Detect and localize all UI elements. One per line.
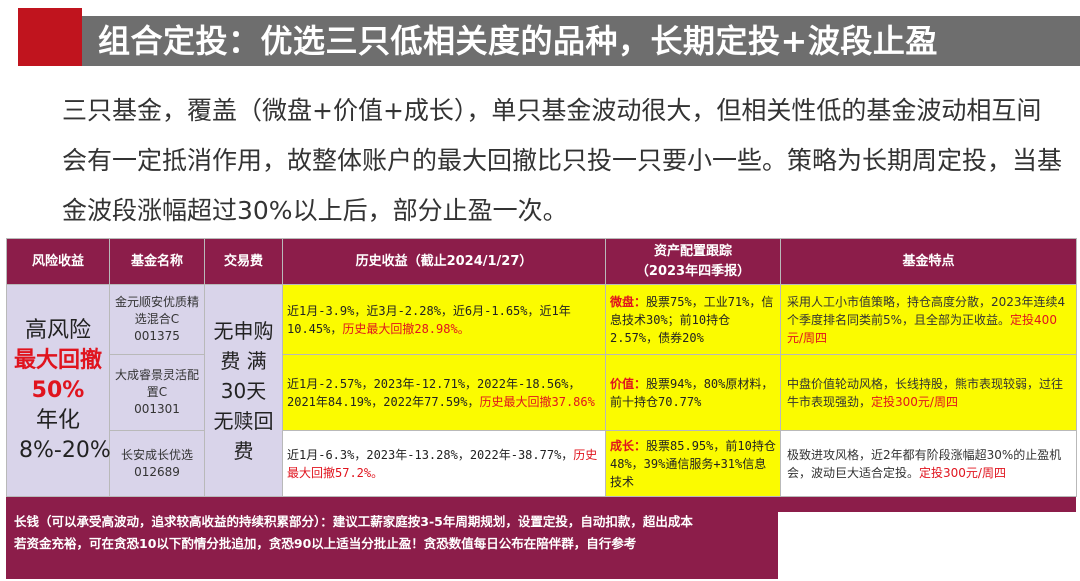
- fund-name-cell: 长安成长优选 012689: [109, 430, 205, 497]
- fee-text: 无申购费 满30天无赎回费: [213, 318, 274, 463]
- allocation-text: 股票75%，工业71%，信息技术30%；前10持仓2.57%，债券20%: [610, 294, 774, 345]
- title-band: [82, 16, 1080, 66]
- history-drawdown: 历史最大回撤57.2%。: [287, 447, 598, 480]
- history-text: 近1月-2.57%，2023年-12.71%，2022年-18.56%，2021…: [287, 376, 581, 409]
- fund-code: 001375: [134, 329, 180, 343]
- feature-cell: 中盘价值轮动风格，长线持股，熊市表现较弱，过往牛市表现强劲，定投300元/周四: [780, 354, 1077, 431]
- page-title: 组合定投：优选三只低相关度的品种，长期定投+波段止盈: [98, 22, 938, 60]
- feature-plan: 定投300元/周四: [919, 465, 1006, 480]
- fund-name: 长安成长优选: [120, 447, 193, 462]
- history-text: 近1月-6.3%，2023年-13.28%，2022年-38.77%，: [287, 447, 574, 462]
- history-text: 近1月-3.9%，近3月-2.28%，近6月-1.65%，近1年10.45%，: [287, 303, 571, 336]
- feature-text: 采用人工小市值策略，持仓高度分散，2023年连续4个季度排名同类前5%，且全部为…: [787, 294, 1066, 327]
- risk-annual-label: 年化: [35, 407, 80, 433]
- header-allocation-line2: （2023年四季报）: [635, 263, 751, 279]
- history-drawdown: 历史最大回撤28.98%。: [342, 321, 470, 336]
- allocation-key: 微盘：: [610, 294, 647, 309]
- table-header-row: 风险收益 基金名称 交易费 历史收益（截止2024/1/27） 资产配置跟踪 （…: [6, 238, 1077, 285]
- table-row: 大成睿景灵活配置C 001301 近1月-2.57%，2023年-12.71%，…: [7, 354, 1077, 431]
- allocation-key: 成长：: [610, 438, 647, 453]
- footer-cover-patch: [778, 512, 1080, 581]
- header-feature: 基金特点: [780, 238, 1077, 285]
- allocation-text: 股票94%，80%原材料，前十持仓70.77%: [610, 376, 774, 409]
- risk-drawdown: 最大回撤50%: [13, 347, 102, 403]
- header-allocation: 资产配置跟踪 （2023年四季报）: [605, 238, 781, 285]
- header-fund-name: 基金名称: [109, 238, 205, 285]
- header-risk: 风险收益: [6, 238, 110, 285]
- footer-line-2: 若资金充裕，可在贪恐10以下酌情分批追加，贪恐90以上适当分批止盈！贪恐数值每日…: [14, 536, 637, 551]
- fund-name-cell: 金元顺安优质精选混合C 001375: [109, 284, 205, 355]
- header-history: 历史收益（截止2024/1/27）: [282, 238, 606, 285]
- feature-text: 极致进攻风格，近2年都有阶段涨幅超30%的止盈机会，波动巨大适合定投。: [787, 447, 1062, 480]
- fund-name-cell: 大成睿景灵活配置C 001301: [109, 354, 205, 431]
- allocation-cell: 微盘：股票75%，工业71%，信息技术30%；前10持仓2.57%，债券20%: [605, 284, 781, 355]
- fee-cell: 无申购费 满30天无赎回费: [204, 284, 283, 497]
- table-row: 长安成长优选 012689 近1月-6.3%，2023年-13.28%，2022…: [7, 430, 1077, 497]
- table-row: 高风险 最大回撤50% 年化 8%-20% 金元顺安优质精选混合C 001375…: [6, 284, 1077, 497]
- header-fee: 交易费: [204, 238, 283, 285]
- feature-plan: 定投300元/周四: [871, 394, 958, 409]
- risk-level: 高风险: [24, 317, 91, 343]
- footer-line-1: 长钱（可以承受高波动，追求较高收益的持续积累部分）：建议工薪家庭按3-5年周期规…: [14, 514, 693, 529]
- allocation-cell: 价值：股票94%，80%原材料，前十持仓70.77%: [605, 354, 781, 431]
- feature-cell: 极致进攻风格，近2年都有阶段涨幅超30%的止盈机会，波动巨大适合定投。定投300…: [780, 430, 1077, 497]
- intro-paragraph: 三只基金，覆盖（微盘+价值+成长），单只基金波动很大，但相关性低的基金波动相互间…: [62, 96, 1063, 225]
- history-cell: 近1月-2.57%，2023年-12.71%，2022年-18.56%，2021…: [282, 354, 606, 431]
- fund-name: 大成睿景灵活配置C: [114, 368, 199, 399]
- history-cell: 近1月-6.3%，2023年-13.28%，2022年-38.77%，历史最大回…: [282, 430, 606, 497]
- history-cell: 近1月-3.9%，近3月-2.28%，近6月-1.65%，近1年10.45%，历…: [282, 284, 606, 355]
- fund-name: 金元顺安优质精选混合C: [114, 295, 199, 326]
- fund-code: 001301: [134, 402, 180, 416]
- risk-annual-value: 8%-20%: [19, 437, 111, 463]
- feature-plan: 定投400元/周四: [787, 312, 1057, 345]
- fund-code: 012689: [134, 464, 180, 479]
- history-drawdown: 历史最大回撤37.86%: [479, 394, 595, 409]
- header-allocation-line1: 资产配置跟踪: [653, 243, 732, 259]
- title-accent-block: [18, 8, 82, 66]
- title-bar: 组合定投：优选三只低相关度的品种，长期定投+波段止盈: [0, 8, 1080, 70]
- feature-text: 中盘价值轮动风格，长线持股，熊市表现较弱，过往牛市表现强劲，: [787, 376, 1064, 409]
- risk-cell: 高风险 最大回撤50% 年化 8%-20%: [6, 284, 111, 497]
- fund-table: 风险收益 基金名称 交易费 历史收益（截止2024/1/27） 资产配置跟踪 （…: [6, 238, 1077, 497]
- allocation-cell: 成长：股票85.95%，前10持仓48%，39%通信服务+31%信息技术: [605, 430, 781, 497]
- feature-cell: 采用人工小市值策略，持仓高度分散，2023年连续4个季度排名同类前5%，且全部为…: [780, 284, 1077, 355]
- allocation-text: 股票85.95%，前10持仓48%，39%通信服务+31%信息技术: [610, 438, 776, 489]
- allocation-key: 价值：: [610, 376, 647, 391]
